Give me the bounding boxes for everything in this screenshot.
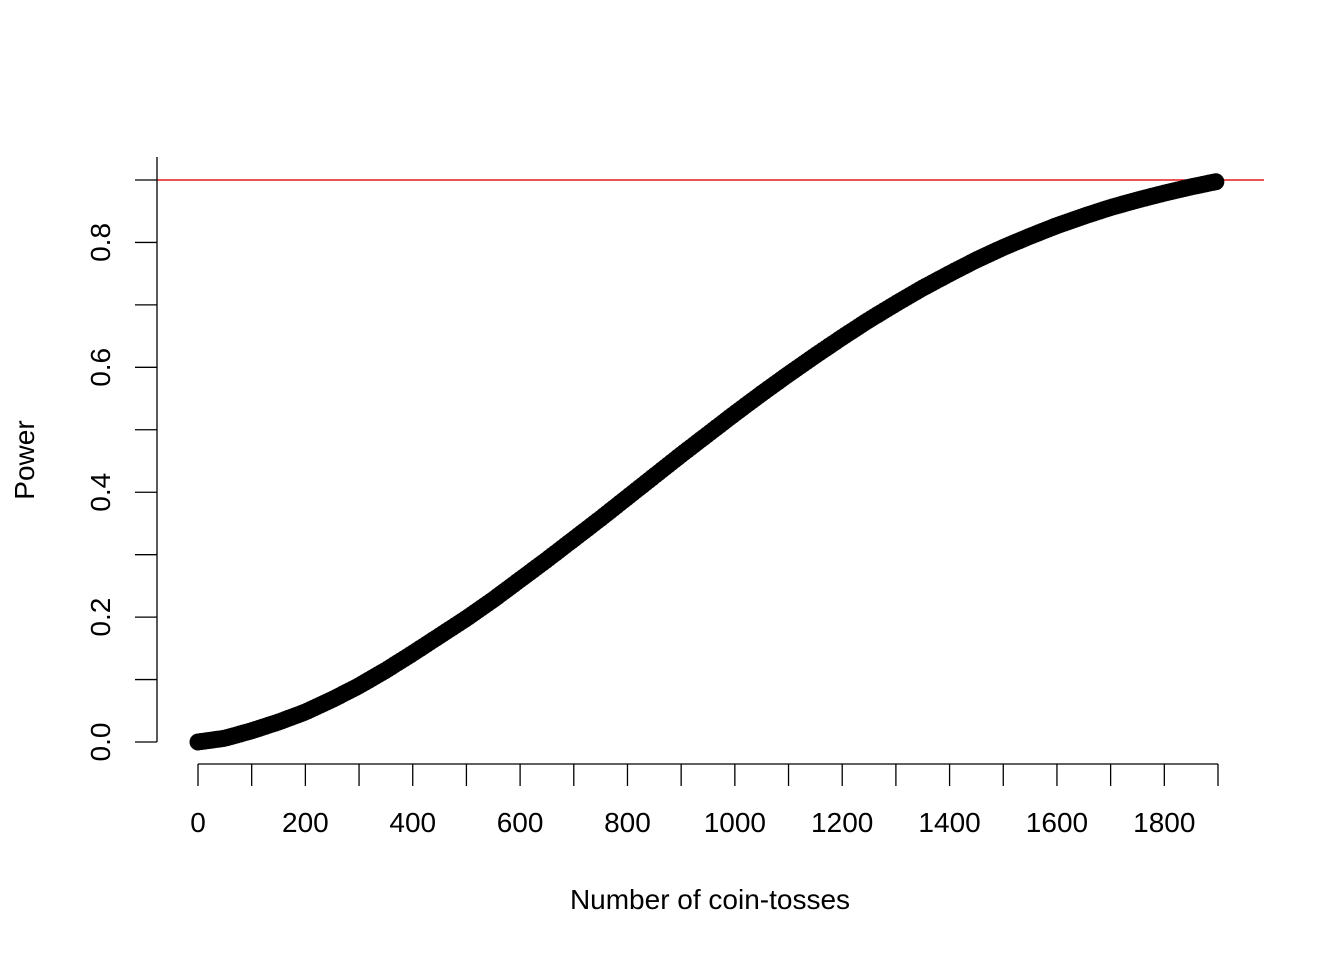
x-tick-label: 200 [282,807,329,838]
x-axis-title: Number of coin-tosses [570,884,850,915]
y-tick-label: 0.8 [85,223,116,262]
x-tick-label: 1000 [704,807,766,838]
y-axis: 0.0 0.2 0.4 0.6 0.8 [85,157,158,762]
data-point [1207,173,1225,191]
x-tick-label: 1800 [1133,807,1195,838]
x-tick-label: 1400 [918,807,980,838]
y-tick-label: 0.6 [85,348,116,387]
y-axis-title: Power [9,420,40,499]
x-tick-label: 1600 [1026,807,1088,838]
x-tick-label: 600 [497,807,544,838]
x-tick-label: 800 [604,807,651,838]
x-tick-label: 1200 [811,807,873,838]
x-tick-label: 400 [389,807,436,838]
plot-layer [157,173,1264,751]
y-tick-label: 0.2 [85,598,116,637]
y-tick-label: 0.4 [85,473,116,512]
x-axis: 0 200 400 600 800 1000 1200 1400 1600 1800 [190,763,1219,838]
x-tick-label: 0 [190,807,206,838]
y-tick-label: 0.0 [85,723,116,762]
